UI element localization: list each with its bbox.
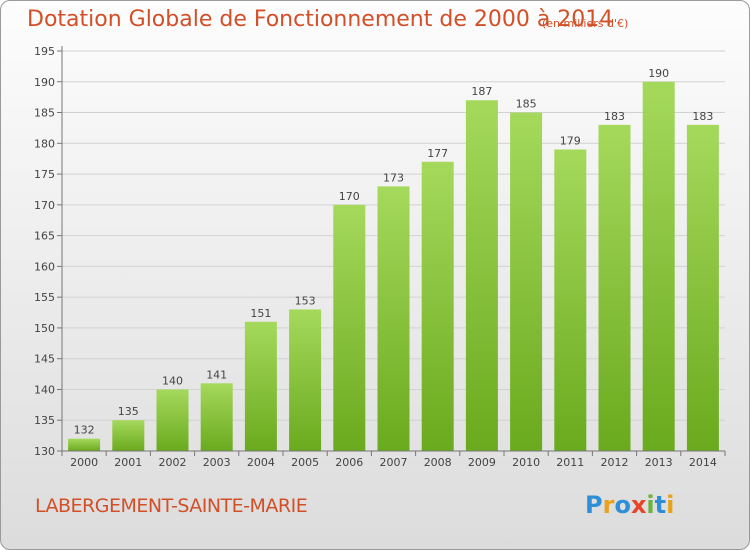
- data-label: 187: [471, 85, 492, 98]
- proxiti-logo: Proxiti: [585, 491, 674, 519]
- bar: [642, 81, 675, 452]
- bar: [377, 186, 410, 451]
- y-tick-label: 170: [34, 199, 55, 212]
- bar: [200, 383, 233, 451]
- data-label: 170: [339, 190, 360, 203]
- x-tick-label: 2001: [114, 456, 142, 469]
- bar: [465, 100, 498, 451]
- logo-letter: t: [654, 491, 667, 519]
- bar: [156, 389, 189, 451]
- y-tick-label: 195: [34, 45, 55, 58]
- x-tick-label: 2008: [424, 456, 452, 469]
- commune-name: LABERGEMENT-SAINTE-MARIE: [35, 495, 308, 517]
- logo-letter: r: [602, 491, 615, 519]
- bar: [510, 112, 543, 452]
- y-tick-label: 145: [34, 353, 55, 366]
- y-tick-label: 135: [34, 414, 55, 427]
- data-label: 153: [295, 294, 316, 307]
- x-tick-label: 2013: [645, 456, 673, 469]
- y-tick-label: 175: [34, 168, 55, 181]
- bar: [686, 124, 719, 451]
- logo-letter: i: [666, 491, 675, 519]
- bar: [421, 161, 454, 451]
- logo-letter: o: [614, 491, 631, 519]
- y-tick-label: 165: [34, 230, 55, 243]
- y-tick-label: 185: [34, 107, 55, 120]
- y-tick-label: 160: [34, 260, 55, 273]
- data-label: 151: [250, 307, 271, 320]
- x-tick-label: 2003: [203, 456, 231, 469]
- data-label: 135: [118, 405, 139, 418]
- data-label: 141: [206, 368, 227, 381]
- y-tick-label: 140: [34, 383, 55, 396]
- data-label: 132: [74, 424, 95, 437]
- y-tick-label: 180: [34, 137, 55, 150]
- y-tick-label: 190: [34, 76, 55, 89]
- x-tick-label: 2006: [335, 456, 363, 469]
- x-tick-label: 2005: [291, 456, 319, 469]
- x-tick-label: 2010: [512, 456, 540, 469]
- x-tick-label: 2002: [159, 456, 187, 469]
- data-label: 173: [383, 171, 404, 184]
- data-label: 185: [516, 98, 537, 111]
- x-tick-label: 2007: [380, 456, 408, 469]
- data-label: 183: [604, 110, 625, 123]
- logo-letter: x: [630, 491, 647, 519]
- y-tick-label: 130: [34, 445, 55, 458]
- chart-subtitle: (en milliers d'€): [542, 17, 629, 30]
- y-tick-label: 155: [34, 291, 55, 304]
- data-label: 179: [560, 134, 581, 147]
- data-label: 183: [692, 110, 713, 123]
- bar: [244, 321, 277, 451]
- x-tick-label: 2012: [601, 456, 629, 469]
- bar: [68, 438, 101, 451]
- logo-letter: i: [646, 491, 655, 519]
- bar: [598, 124, 631, 451]
- bar: [289, 309, 322, 451]
- bar: [333, 204, 366, 451]
- x-tick-label: 2000: [70, 456, 98, 469]
- bar: [554, 149, 587, 451]
- x-tick-label: 2011: [556, 456, 584, 469]
- data-label: 190: [648, 67, 669, 80]
- x-tick-label: 2014: [689, 456, 717, 469]
- x-tick-label: 2004: [247, 456, 275, 469]
- chart-title: Dotation Globale de Fonctionnement de 20…: [27, 7, 614, 32]
- data-label: 177: [427, 147, 448, 160]
- x-tick-label: 2009: [468, 456, 496, 469]
- data-label: 140: [162, 374, 183, 387]
- y-tick-label: 150: [34, 322, 55, 335]
- logo-letter: P: [585, 491, 603, 519]
- bar: [112, 420, 145, 451]
